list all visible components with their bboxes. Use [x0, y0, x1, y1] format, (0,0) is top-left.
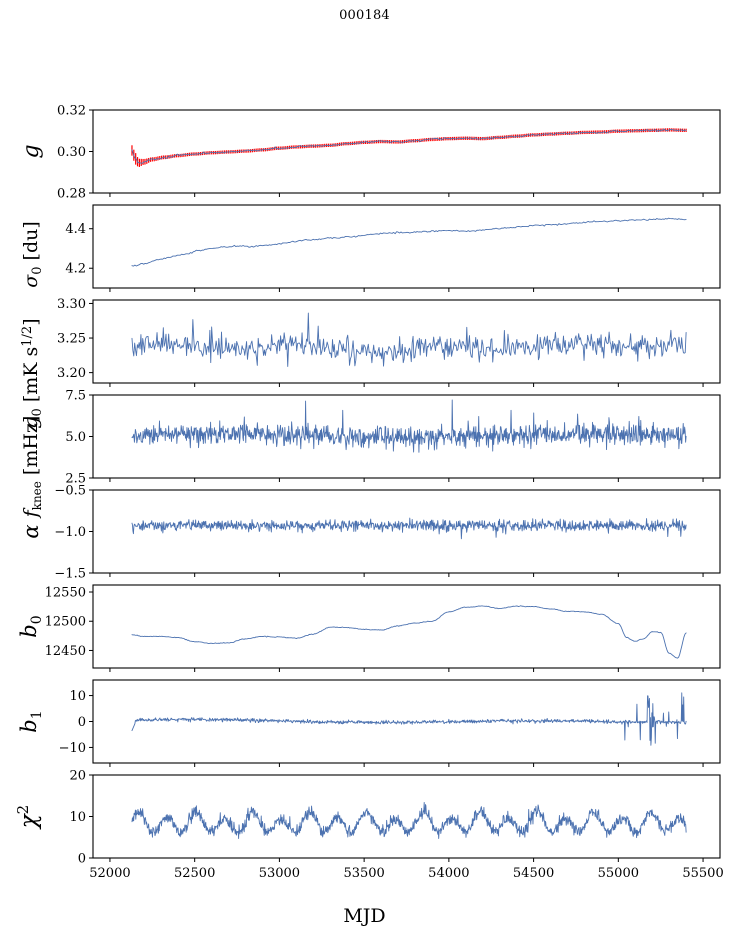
y-tick-label: 0 — [78, 715, 86, 730]
panel-gain: 0.28 0.30 0.32 — [57, 104, 721, 202]
y-axis-label-sigma0: σ0 [du] — [20, 221, 45, 288]
data-line-alpha — [131, 517, 687, 540]
y-axis-label-g0: g0 [mK s1/2] — [20, 318, 45, 428]
y-tick-label: −1.0 — [54, 525, 86, 540]
data-line-b0 — [131, 605, 687, 659]
x-tick-label: 53500 — [343, 866, 384, 881]
panel-frame — [92, 109, 721, 194]
y-tick-label: 2.5 — [65, 472, 86, 487]
y-tick-label: 12500 — [45, 615, 86, 630]
panel-frame — [92, 584, 721, 669]
data-line-fknee — [131, 399, 687, 453]
panel-b0: 12450 12500 12550 — [45, 584, 721, 672]
x-tick-label: 53000 — [259, 866, 300, 881]
y-tick-label: 0.28 — [57, 187, 86, 202]
data-line-g0_amplitude — [131, 312, 687, 367]
y-tick-label: 10 — [69, 810, 86, 825]
panel-frame — [92, 774, 721, 859]
x-axis-label: MJD — [343, 905, 386, 927]
y-tick-label: 7.5 — [65, 389, 86, 404]
y-tick-label: 4.4 — [65, 222, 86, 237]
y-tick-label: 3.25 — [57, 332, 86, 347]
x-tick-label: 55000 — [598, 866, 639, 881]
data-line-gain — [131, 128, 687, 164]
y-tick-label: −0.5 — [54, 484, 86, 499]
panel-frame — [92, 679, 721, 764]
data-line-sigma0 — [131, 217, 687, 267]
y-tick-label: 20 — [69, 769, 86, 784]
data-line-chi2 — [131, 802, 687, 839]
y-axis-label-gain: g — [19, 144, 44, 158]
data-line-b1 — [131, 692, 687, 746]
y-tick-label: 12550 — [45, 586, 86, 601]
y-axis-label-alpha: α — [19, 524, 43, 538]
y-tick-label: 10 — [69, 689, 86, 704]
y-axis-label-fknee: fknee [mHz] — [20, 416, 44, 520]
y-axis-label-b1: b1 — [17, 710, 45, 732]
x-tick-label: 52500 — [174, 866, 215, 881]
y-tick-label: 0.30 — [57, 145, 86, 160]
y-tick-label: −1.5 — [54, 567, 86, 582]
y-tick-label: −10 — [59, 741, 86, 756]
x-tick-label: 54500 — [513, 866, 554, 881]
panel-b1: −10 0 10 — [59, 679, 721, 767]
y-tick-label: 4.2 — [65, 262, 86, 277]
y-tick-label: 0 — [78, 852, 86, 867]
panel-frame — [92, 204, 721, 289]
panel-sigma0: 4.2 4.4 — [65, 204, 721, 292]
y-tick-label: 12450 — [45, 644, 86, 659]
panel-g0_amplitude: 3.20 3.25 3.30 — [57, 297, 721, 387]
panel-frame — [92, 489, 721, 574]
panel-chi2: 0 10 20 52000 52500 53000 53500 54000 54500 55000… — [69, 769, 723, 882]
y-tick-label: 3.30 — [57, 297, 86, 312]
y-axis-label-b0: b0 — [17, 615, 45, 637]
y-axis-label-chi2: χ2 — [14, 805, 42, 830]
y-tick-label: 0.32 — [57, 104, 86, 119]
x-tick-label: 52000 — [89, 866, 130, 881]
y-tick-label: 3.20 — [57, 366, 86, 381]
x-tick-label: 55500 — [682, 866, 723, 881]
panel-fknee: 2.5 5.0 7.5 — [65, 389, 721, 487]
y-tick-label: 5.0 — [65, 430, 86, 445]
figure-title: 000184 — [339, 8, 390, 23]
panel-alpha: −1.5 −1.0 −0.5 — [54, 484, 721, 582]
x-tick-label: 54000 — [428, 866, 469, 881]
